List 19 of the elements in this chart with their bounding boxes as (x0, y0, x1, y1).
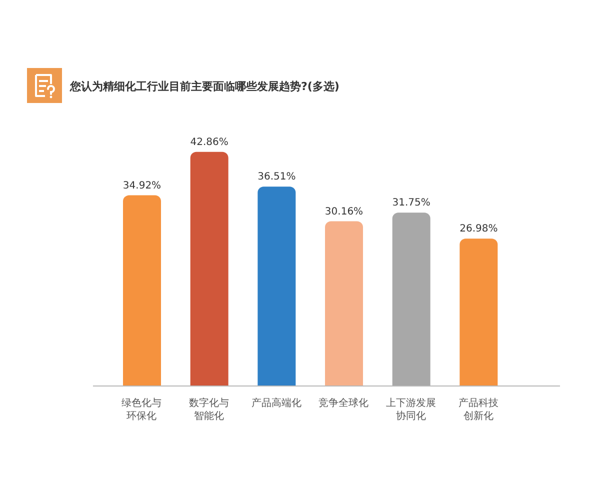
data-label: 34.92% (122, 180, 162, 192)
data-label: 42.86% (190, 136, 228, 148)
bar (325, 221, 363, 386)
data-label: 30.16% (324, 206, 364, 218)
bar (258, 186, 296, 386)
data-label: 36.51% (258, 172, 296, 183)
chart-title: 您认为精细化工行业目前主要面临哪些发展趋势?(多选) (70, 79, 340, 94)
data-label: 31.75% (392, 198, 430, 209)
bar (123, 195, 161, 386)
data-label: 26.98% (460, 224, 498, 235)
x-tick-label: 竞争全球化 (318, 397, 369, 409)
x-tick-label: 上下游发展协同化 (386, 397, 436, 422)
x-tick-label: 产品科技创新化 (458, 397, 498, 422)
x-tick-label: 绿色化与环保化 (122, 397, 162, 422)
bar (460, 238, 498, 386)
x-tick-label: 产品高端化 (251, 397, 302, 409)
x-tick-label: 数字化与智能化 (189, 397, 229, 422)
bar (392, 212, 430, 386)
bar (190, 152, 228, 386)
